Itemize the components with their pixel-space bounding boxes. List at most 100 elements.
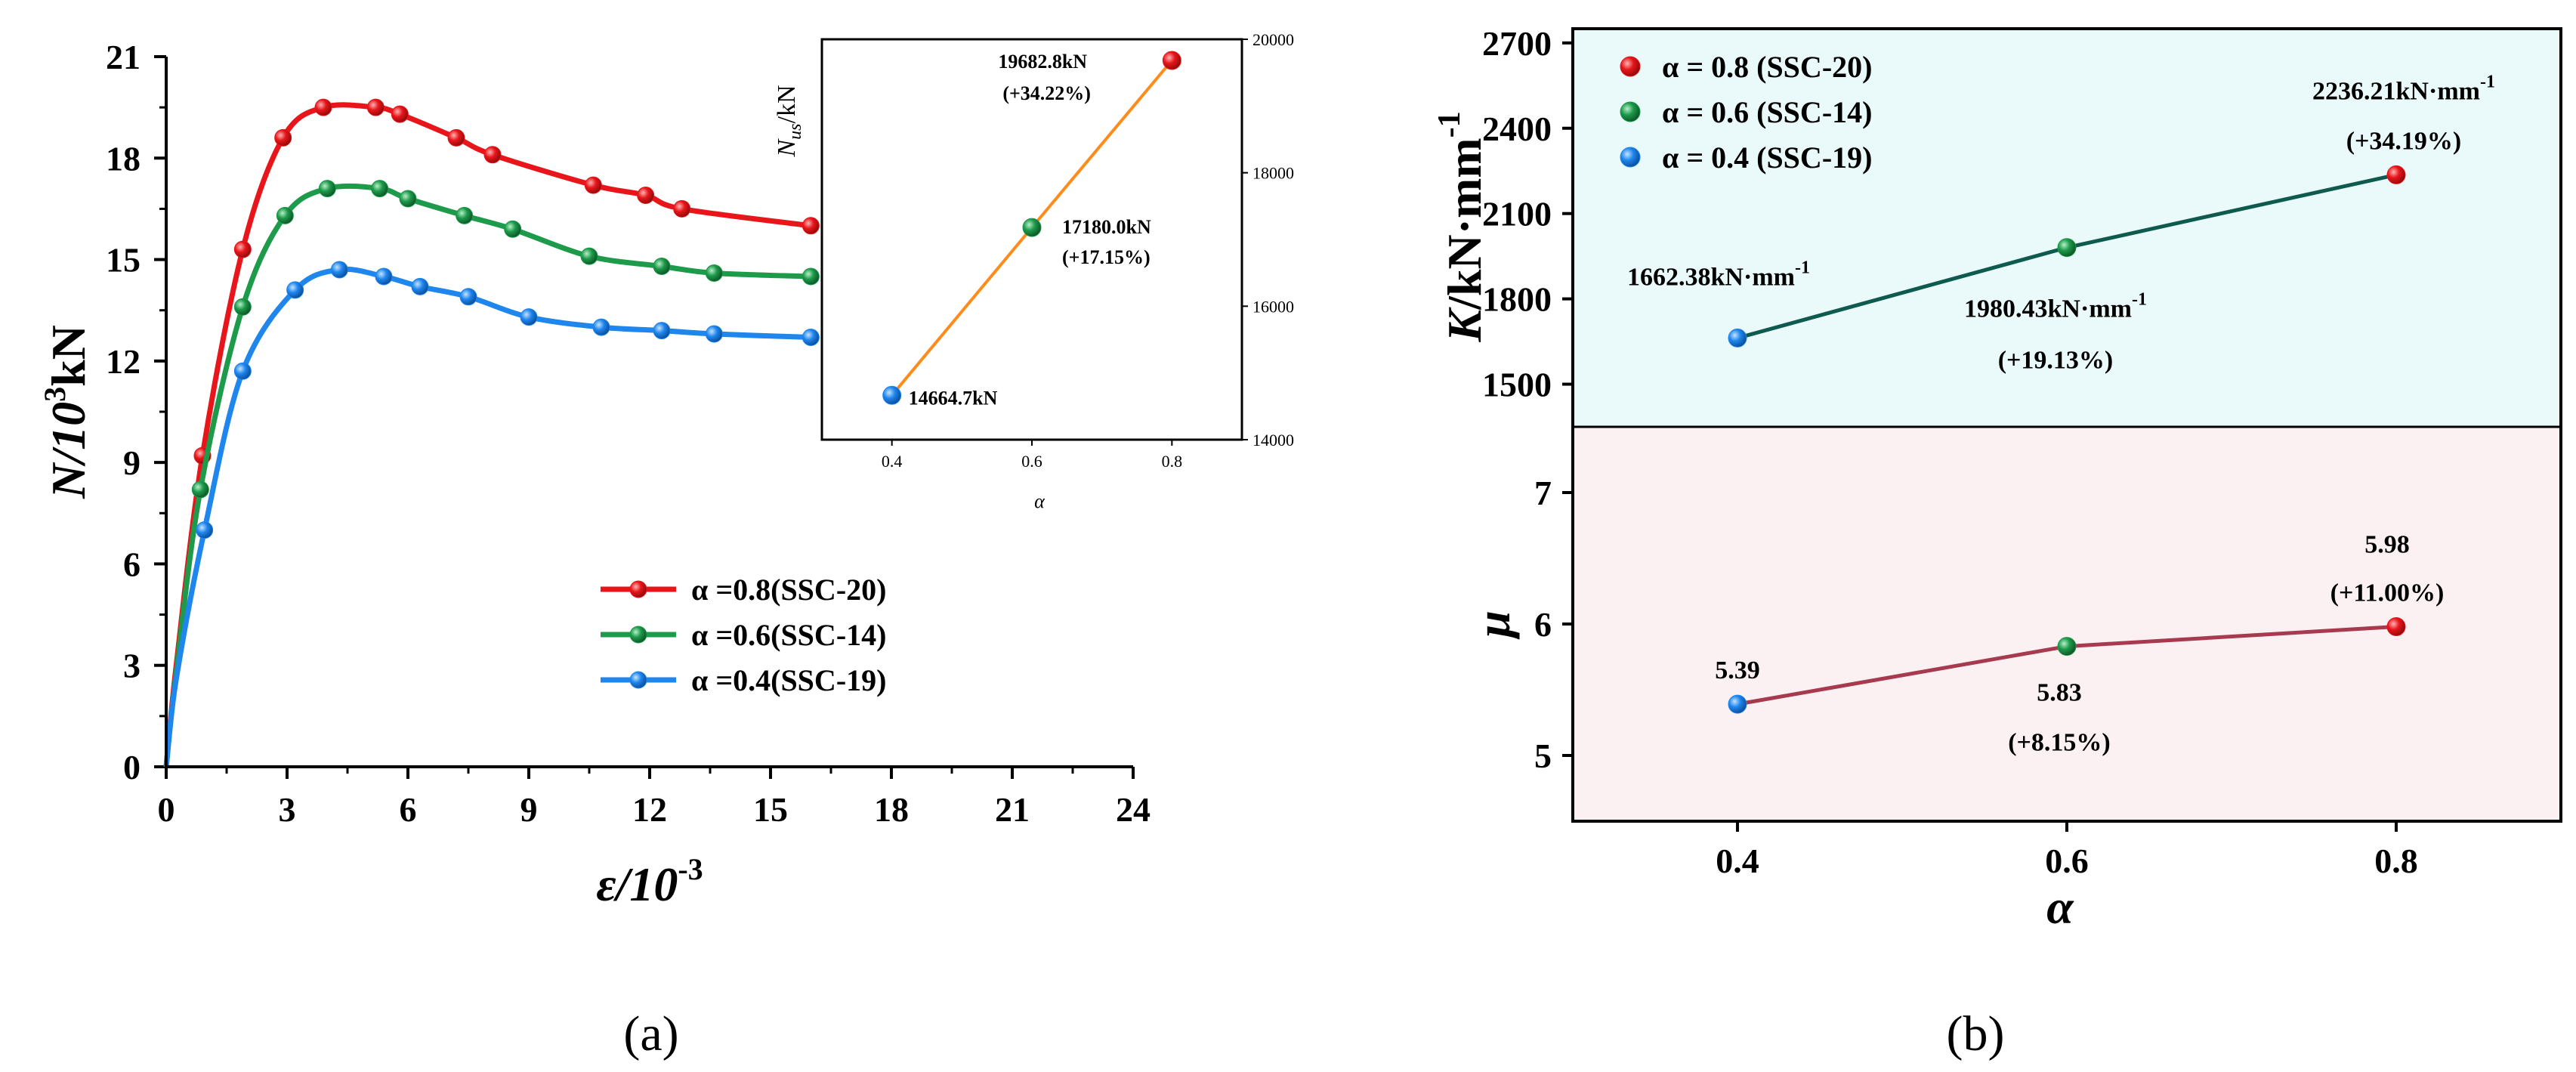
mu-label-2-sub: (+8.15%) — [2008, 729, 2111, 757]
data-point-red — [483, 146, 502, 164]
x-tick-label: 6 — [400, 790, 417, 829]
chart-a-series — [163, 98, 820, 768]
y-tick-label: 3 — [123, 647, 141, 685]
inset-series: 14664.7kN 17180.0kN (+17.15%) 19682.8kN (+34… — [882, 51, 1181, 409]
data-point-green — [399, 190, 417, 208]
data-point-blue — [375, 267, 393, 286]
x-tick-label: 3 — [279, 790, 296, 829]
b-bottom-y-tick-label: 5 — [1534, 737, 1552, 775]
mu-label-2: 5.83 — [2037, 679, 2082, 707]
chart-b-bottom-background — [1573, 427, 2561, 821]
data-point-red — [447, 128, 465, 147]
data-point-green — [276, 206, 294, 224]
b-x-tick-label: 0.8 — [2374, 842, 2418, 880]
legend-marker-green — [629, 626, 647, 644]
b-legend-marker-blue — [1620, 147, 1641, 168]
inset-x-tick-label: 0.6 — [1021, 452, 1042, 471]
inset-y-tick-label: 14000 — [1252, 431, 1294, 449]
inset-point-blue — [882, 385, 902, 405]
data-point-green — [233, 298, 252, 316]
inset-label-2-sub: (+17.15%) — [1062, 246, 1151, 268]
data-point-blue — [286, 281, 304, 299]
mu-label-1: 5.39 — [1715, 656, 1760, 684]
data-point-red — [637, 187, 655, 205]
inset-ylabel: Nus/kN — [773, 85, 805, 157]
data-point-red — [584, 176, 602, 194]
y-tick-label: 9 — [123, 443, 141, 482]
data-point-blue — [520, 308, 538, 326]
b-bottom-y-tick-label: 7 — [1534, 474, 1552, 512]
chart-b: 1500 1800 2100 2400 2700 5 6 7 0.4 0.6 0.8 1662.3… — [1432, 24, 2562, 934]
inset-label-3-sub: (+34.22%) — [1002, 82, 1091, 104]
data-point-red — [391, 105, 409, 123]
data-point-blue — [411, 277, 429, 295]
mu-point-red — [2386, 616, 2406, 636]
y-tick-label: 18 — [106, 139, 141, 178]
k-label-2-sub: (+19.13%) — [1998, 347, 2114, 375]
data-point-green — [802, 267, 820, 286]
mu-point-green — [2057, 637, 2077, 656]
inset-label-1: 14664.7kN — [909, 387, 998, 409]
k-label-1: 1662.38kN·mm-1 — [1627, 258, 1810, 291]
inset-y-tick-label: 20000 — [1252, 30, 1294, 49]
data-point-red — [366, 98, 385, 116]
k-label-3: 2236.21kN·mm-1 — [2312, 72, 2495, 105]
mu-point-blue — [1728, 694, 1747, 714]
data-point-blue — [802, 329, 820, 347]
data-point-red — [673, 199, 691, 218]
chart-b-top-series: 1662.38kN·mm-1 1980.43kN·mm-1 (+19.13%) 223… — [1627, 72, 2495, 374]
inset-label-3: 19682.8kN — [998, 51, 1087, 73]
data-point-blue — [330, 261, 348, 279]
x-tick-label: 9 — [520, 790, 538, 829]
b-legend-marker-red — [1620, 56, 1641, 77]
x-tick-label: 18 — [874, 790, 909, 829]
chart-b-bottom-ylabel: μ — [1466, 610, 1520, 640]
chart-a-xlabel: ε/10-3 — [596, 852, 703, 911]
chart-b-top-background — [1573, 29, 2561, 427]
chart-a: 0 3 6 9 12 15 18 21 24 0 3 6 9 12 15 18 21 N/103kN ε/10-… — [38, 38, 1151, 911]
chart-b-top-ylabel: K/kN·mm-1 — [1432, 111, 1491, 342]
inset-x-tick-label: 0.8 — [1162, 452, 1183, 471]
b-top-y-tick-label: 2400 — [1482, 110, 1552, 148]
y-tick-label: 6 — [123, 545, 141, 583]
inset-point-red — [1162, 51, 1181, 70]
b-legend-label-red: α = 0.8 (SSC-20) — [1662, 50, 1872, 84]
data-point-red — [314, 98, 332, 116]
inset-label-2: 17180.0kN — [1062, 216, 1151, 238]
b-top-y-tick-label: 1500 — [1482, 366, 1552, 404]
panel-label-b: (b) — [1947, 1006, 2005, 1061]
inset-xlabel: α — [1034, 490, 1046, 512]
inset-y-tick-label: 16000 — [1252, 297, 1294, 316]
y-tick-label: 12 — [106, 342, 141, 381]
data-point-green — [191, 480, 209, 499]
k-point-blue — [1728, 328, 1747, 348]
b-x-tick-label: 0.6 — [2045, 842, 2089, 880]
data-point-red — [233, 240, 252, 258]
chart-b-xlabel: α — [2046, 880, 2074, 934]
b-x-tick-label: 0.4 — [1716, 842, 1759, 880]
data-point-green — [504, 220, 522, 238]
data-point-green — [653, 258, 671, 276]
k-point-green — [2057, 238, 2077, 258]
data-point-green — [318, 180, 336, 198]
b-top-y-tick-label: 1800 — [1482, 280, 1552, 319]
b-top-y-tick-label: 2100 — [1482, 195, 1552, 233]
legend-label-red: α =0.8(SSC-20) — [691, 573, 886, 607]
data-point-blue — [233, 362, 252, 380]
data-point-blue — [705, 325, 723, 343]
data-point-red — [274, 128, 292, 147]
chart-a-ticks: 0 3 6 9 12 15 18 21 24 0 3 6 9 12 15 18 21 — [106, 38, 1151, 829]
chart-b-top-ticks: 1500 1800 2100 2400 2700 — [1482, 24, 1573, 404]
k-label-3-sub: (+34.19%) — [2346, 127, 2462, 155]
inset-ticks: 0.4 0.6 0.8 14000 16000 18000 20000 — [882, 30, 1294, 471]
data-point-green — [705, 264, 723, 282]
y-tick-label: 0 — [123, 748, 141, 786]
b-legend-marker-green — [1620, 101, 1641, 122]
k-label-2: 1980.43kN·mm-1 — [1964, 290, 2147, 323]
mu-label-3: 5.98 — [2364, 530, 2410, 558]
legend-label-blue: α =0.4(SSC-19) — [691, 663, 886, 697]
inset-frame — [820, 38, 1243, 441]
x-tick-label: 15 — [753, 790, 788, 829]
